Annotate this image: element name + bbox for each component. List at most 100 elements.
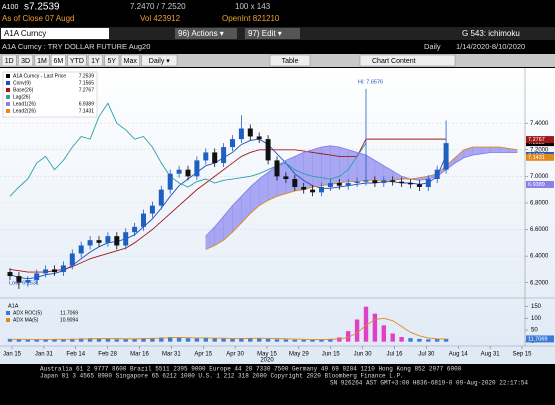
candle-body: [345, 183, 351, 186]
legend-swatch: [6, 95, 10, 99]
roc-bar: [248, 337, 253, 342]
roc-bar: [310, 339, 315, 342]
candle-body: [256, 136, 262, 140]
cloud-fill: [348, 149, 358, 182]
table-button[interactable]: [269, 54, 311, 67]
candle-body: [141, 213, 146, 227]
candle-body: [434, 169, 440, 180]
roc-bar: [283, 339, 289, 342]
x-tick-label: Apr 15: [194, 352, 212, 358]
x-tick-label: Sep 15: [512, 352, 532, 358]
toolbar-button-label: Daily ▾: [149, 58, 171, 65]
chart-panel: [0, 68, 555, 364]
x-tick-label: Mar 16: [130, 352, 149, 358]
footer-line: Japan 81 3 4565 8900 Singapore 65 6212 1…: [40, 373, 404, 380]
roc-bar: [328, 338, 333, 342]
y-tick-label: 6.8000: [530, 201, 549, 207]
table-label: Table: [282, 58, 299, 65]
description: A1A Curncy : TRY DOLLAR FUTURE Aug20: [2, 42, 150, 51]
roc-bar: [25, 339, 30, 342]
roc-bar: [408, 338, 413, 342]
toolbar-button[interactable]: [1, 54, 17, 67]
roc-bar: [150, 337, 155, 342]
roc-bar: [34, 339, 39, 342]
candle-body: [78, 245, 84, 254]
candle-body: [105, 236, 111, 243]
security-box[interactable]: [1, 28, 109, 39]
roc-bar: [61, 339, 66, 342]
y-tick-label: 7.4000: [530, 121, 549, 127]
x-tick-label: May 15: [257, 352, 277, 358]
legend-value: 11.7069: [60, 310, 78, 316]
edit-button[interactable]: [245, 28, 300, 39]
roc-bar: [141, 338, 146, 342]
candle-body: [96, 240, 102, 243]
legend-label: Lead2(26): [13, 108, 36, 114]
x-tick-label: Jan 31: [35, 352, 54, 358]
candle-body: [212, 152, 218, 164]
y-tick-label: 6.2000: [530, 280, 549, 286]
candle-body: [34, 273, 40, 281]
footer-line: Australia 61 2 9777 8600 Brazil 5511 239…: [40, 366, 462, 373]
legend-swatch: [6, 311, 10, 315]
cloud-fill: [321, 145, 331, 186]
candle-body: [319, 186, 324, 193]
x-tick-label: Aug 14: [449, 352, 469, 358]
legend-value: 7.1431: [79, 108, 95, 114]
footer-line: SN 926264 AST GMT+3:00 H836-6819-0 09-Au…: [330, 380, 528, 387]
legend-label: ADX ROC(5): [13, 310, 42, 316]
candle-body: [167, 173, 173, 190]
candle-body: [416, 184, 422, 187]
candle-body: [132, 226, 138, 233]
legend-label: Base(26): [13, 87, 34, 93]
x-tick-label: Jul 16: [386, 352, 403, 358]
range: 1/14/2020-8/10/2020: [456, 42, 525, 51]
roc-bar: [221, 338, 226, 342]
edit-label: 97) Edit ▾: [248, 29, 282, 38]
chart-content-button[interactable]: [359, 54, 456, 67]
roc-bar: [203, 337, 208, 342]
toolbar-button[interactable]: [34, 54, 50, 67]
candle-body: [238, 128, 244, 140]
legend-value: 7.2767: [79, 87, 95, 93]
high-annotation: Hi: 7.6576: [358, 79, 383, 85]
y-tick-label: 6.4000: [530, 254, 549, 260]
toolbar-button-label: 1Y: [91, 58, 100, 65]
legend-value: 6.9389: [79, 101, 95, 107]
candle-body: [221, 147, 227, 164]
candle-body: [194, 160, 200, 177]
cloud-fill: [303, 149, 313, 190]
cloud-fill: [339, 146, 349, 184]
actions-button[interactable]: [175, 28, 237, 39]
candle-body: [425, 179, 431, 187]
lower-title: A1A: [8, 303, 19, 309]
candle-body: [247, 128, 253, 137]
toolbar-button-label: 3D: [21, 58, 30, 65]
toolbar-button[interactable]: [67, 54, 87, 67]
footer-bg: [0, 364, 555, 400]
series-line: [9, 102, 367, 197]
toolbar-button[interactable]: [104, 54, 120, 67]
value-tag-label: 6.9389: [528, 182, 545, 188]
candle-body: [274, 160, 280, 177]
toolbar-button[interactable]: [120, 54, 140, 67]
x-tick-label: Aug 31: [481, 352, 501, 358]
toolbar-button[interactable]: [18, 54, 34, 67]
roc-bar: [132, 338, 137, 342]
roc-bar: [87, 338, 93, 342]
toolbar-button[interactable]: [141, 54, 178, 67]
roc-bar: [435, 339, 440, 342]
toolbar-button[interactable]: [87, 54, 103, 67]
y-tick-label: 7.0000: [530, 174, 549, 180]
value-tag-label: 11.7069: [528, 336, 547, 342]
candle-body: [443, 143, 449, 170]
actions-label: 96) Actions ▾: [178, 29, 224, 38]
toolbar-button[interactable]: [50, 54, 66, 67]
roc-bar: [123, 339, 128, 342]
roc-bar: [96, 338, 102, 342]
toolbar-button-label: 1M: [37, 58, 47, 65]
roc-bar: [43, 339, 48, 342]
value-tag: [526, 335, 554, 343]
roc-bar: [337, 337, 342, 342]
roc-bar: [381, 325, 386, 342]
